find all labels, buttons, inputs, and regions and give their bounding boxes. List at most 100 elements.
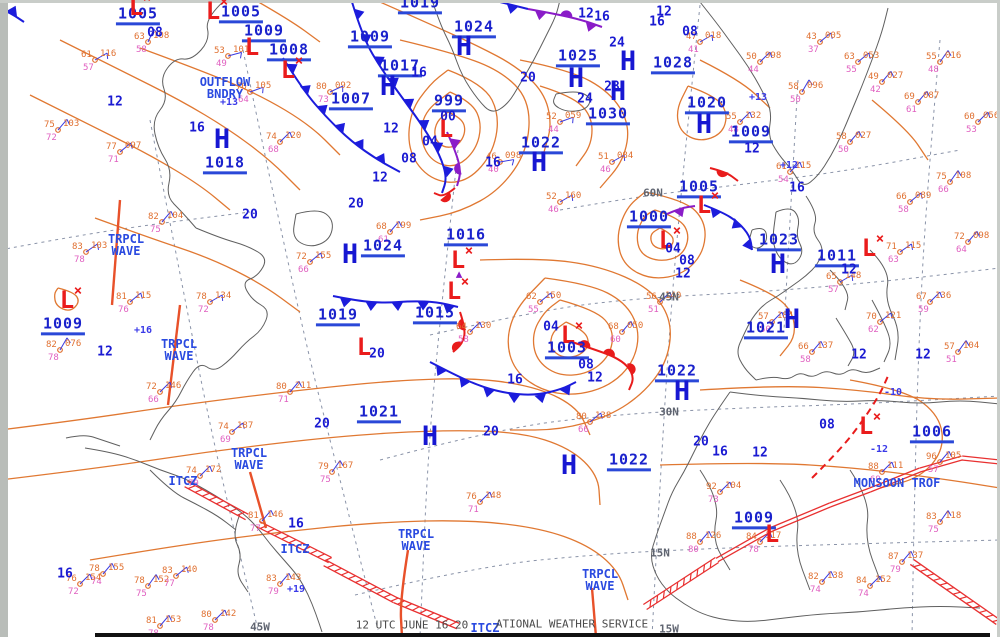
itcz-hatch-tick: [187, 485, 196, 490]
itcz-hatch-tick: [952, 591, 961, 595]
wind-barb: [331, 460, 341, 473]
station-value: 78: [748, 545, 759, 555]
station-value: 57: [828, 285, 839, 295]
station-value: 75: [320, 475, 331, 485]
station-value: 80: [201, 610, 212, 620]
station-value: 51: [946, 355, 957, 365]
coastline: [835, 317, 855, 367]
station-circle: [837, 279, 843, 285]
station-circle: [145, 583, 151, 589]
station-value: 50: [790, 95, 801, 105]
itcz-hatch-tick: [369, 586, 378, 591]
wind-barb: [869, 575, 881, 587]
wind-barb-tick: [339, 460, 344, 466]
wind-barb: [621, 320, 632, 333]
station-value: 63: [888, 255, 899, 265]
wind-barb-tick: [209, 465, 213, 472]
latlon-gridline: [429, 267, 1000, 336]
coastline: [553, 91, 591, 112]
station-circle: [927, 299, 933, 305]
pressure-label: 1009: [241, 23, 287, 43]
wind-barb-tick: [489, 491, 493, 498]
station-value: 153: [165, 615, 181, 625]
itcz-band-line: [187, 480, 249, 515]
latlon-gridline: [783, 79, 799, 331]
isobar-line: [0, 430, 601, 506]
isobar-line: [617, 191, 706, 279]
itcz-hatch-tick: [390, 597, 399, 602]
station-value: 998: [765, 51, 781, 61]
low-x-mark: ×: [219, 0, 229, 10]
front-pip-triangle: [559, 384, 571, 396]
tendency-label: +16: [133, 324, 153, 336]
front-pip-semicircle: [440, 192, 451, 203]
wind-barb: [499, 159, 514, 163]
station-value: 55: [846, 65, 857, 75]
blue-number: 20: [242, 207, 258, 223]
station-value: 71: [108, 155, 119, 165]
tropical-wave-axis: [590, 587, 598, 637]
wind-barb-tick: [288, 573, 292, 579]
station-value: 76: [118, 305, 129, 315]
station-value: 56: [646, 292, 657, 302]
wind-barb-tick: [479, 321, 483, 328]
pressure-label: 1018: [202, 155, 248, 175]
wind-barb: [147, 574, 157, 587]
itcz-hatch-tick: [985, 614, 994, 618]
wind-barb-tick: [891, 461, 895, 468]
blue-number: 04: [422, 134, 438, 150]
itcz-hatch-tick: [383, 593, 392, 598]
blue-number: 04: [543, 319, 559, 335]
pressure-label: 1024: [451, 19, 497, 39]
wind-barb-tick: [820, 341, 824, 347]
itcz-band-line: [830, 491, 871, 508]
wind-barb: [759, 51, 771, 63]
itcz-band-line: [643, 556, 716, 606]
front-pip-triangle: [432, 142, 444, 153]
isobar-line: [849, 379, 943, 489]
front-pip-triangle: [673, 206, 685, 218]
station-circle: [157, 623, 163, 629]
wind-barb: [849, 130, 860, 143]
pressure-label: 1016: [443, 227, 489, 247]
station-value: 60: [610, 335, 621, 345]
front-pip-triangle: [373, 56, 385, 67]
station-value: 076: [65, 339, 81, 349]
wind-barb-tick: [630, 321, 634, 327]
itcz-hatch-tick: [441, 618, 450, 624]
pressure-label: 1020: [684, 95, 730, 115]
station-value: 056: [983, 111, 999, 121]
station-circle: [955, 349, 961, 355]
station-value: 46: [600, 165, 611, 175]
station-value: 80: [276, 382, 287, 392]
station-value: 152: [875, 575, 891, 585]
station-value: 82: [46, 340, 57, 350]
low-x-mark: ×: [672, 222, 682, 239]
station-value: 105: [945, 451, 961, 461]
blue-number: 12: [841, 262, 857, 278]
high-symbol: H: [769, 249, 787, 281]
station-circle: [855, 59, 861, 65]
station-value: 41: [688, 45, 699, 55]
low-x-mark: ×: [73, 282, 83, 299]
station-value: 81: [146, 616, 157, 626]
itcz-hatch-tick: [223, 504, 231, 509]
station-value: 68: [268, 145, 279, 155]
pressure-label: 1022: [606, 452, 652, 472]
itcz-band-line: [770, 506, 832, 533]
station-value: 78: [134, 576, 145, 586]
station-value: 140: [665, 291, 681, 301]
itcz-hatch-tick: [295, 542, 304, 547]
blue-number: 16: [288, 516, 304, 532]
pressure-label: 1024: [360, 238, 406, 258]
station-value: 64: [238, 95, 249, 105]
wind-barb-tick: [711, 34, 714, 42]
coastline: [65, 435, 121, 447]
station-value: 63: [844, 52, 855, 62]
station-value: 50: [838, 145, 849, 155]
wind-barb-tick: [948, 451, 952, 457]
wind-barb: [789, 161, 801, 173]
occl-front-line: [446, 131, 461, 187]
station-circle: [609, 159, 615, 165]
wind-barb: [469, 321, 481, 333]
